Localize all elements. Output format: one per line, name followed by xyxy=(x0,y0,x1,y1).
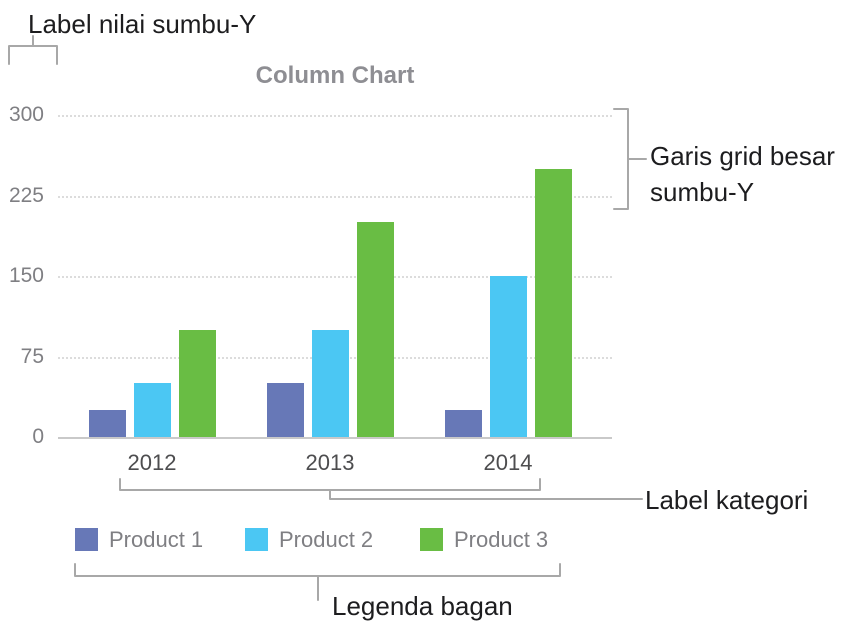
gridline-150 xyxy=(58,276,612,278)
legend-bracket-icon xyxy=(74,563,561,601)
bar-product-1-2014 xyxy=(444,410,482,437)
y-axis-labels-bracket-icon xyxy=(8,35,58,65)
category-labels-bracket-icon xyxy=(119,478,643,500)
category-label-2012: 2012 xyxy=(127,450,177,475)
x-axis-line xyxy=(58,437,612,439)
annotation-y-value-labels: Label nilai sumbu-Y xyxy=(28,9,257,39)
bar-product-1-2013 xyxy=(266,383,304,437)
bar-product-2-2013 xyxy=(311,329,349,437)
gridlines-bracket-icon xyxy=(613,108,647,210)
category-label-2014: 2014 xyxy=(483,450,533,475)
bar-product-1-2012 xyxy=(88,410,126,437)
legend-label-3: Product 3 xyxy=(454,527,549,552)
gridline-225 xyxy=(58,195,612,198)
legend-item-1: Product 1 xyxy=(75,528,203,551)
annotation-category-labels: Label kategori xyxy=(645,485,809,515)
y-axis-tick-label: 0 xyxy=(32,425,44,448)
legend-item-3: Product 3 xyxy=(420,528,548,551)
legend-item-2: Product 2 xyxy=(245,528,373,551)
annotation-major-gridlines: Garis grid besar sumbu-Y xyxy=(650,141,835,207)
y-axis-tick-label: 225 xyxy=(8,183,44,207)
legend-label-1: Product 1 xyxy=(109,527,204,552)
bar-product-3-2014 xyxy=(534,168,572,437)
y-axis-tick-label: 300 xyxy=(8,103,44,126)
legend-swatch-1 xyxy=(75,528,98,551)
bar-product-2-2012 xyxy=(133,383,171,437)
bar-product-2-2014 xyxy=(489,276,527,437)
annotation-chart-legend: Legenda bagan xyxy=(332,591,513,621)
category-label-2013: 2013 xyxy=(305,450,355,475)
y-axis-tick-label: 75 xyxy=(20,344,44,368)
legend-label-2: Product 2 xyxy=(279,527,374,552)
y-axis-tick-label: 150 xyxy=(8,264,44,287)
gridline-300 xyxy=(58,115,612,117)
legend-swatch-2 xyxy=(245,528,268,551)
legend-swatch-3 xyxy=(420,528,443,551)
chart-title: Column Chart xyxy=(255,62,415,89)
bar-product-3-2012 xyxy=(178,329,216,437)
bar-product-3-2013 xyxy=(356,222,394,437)
